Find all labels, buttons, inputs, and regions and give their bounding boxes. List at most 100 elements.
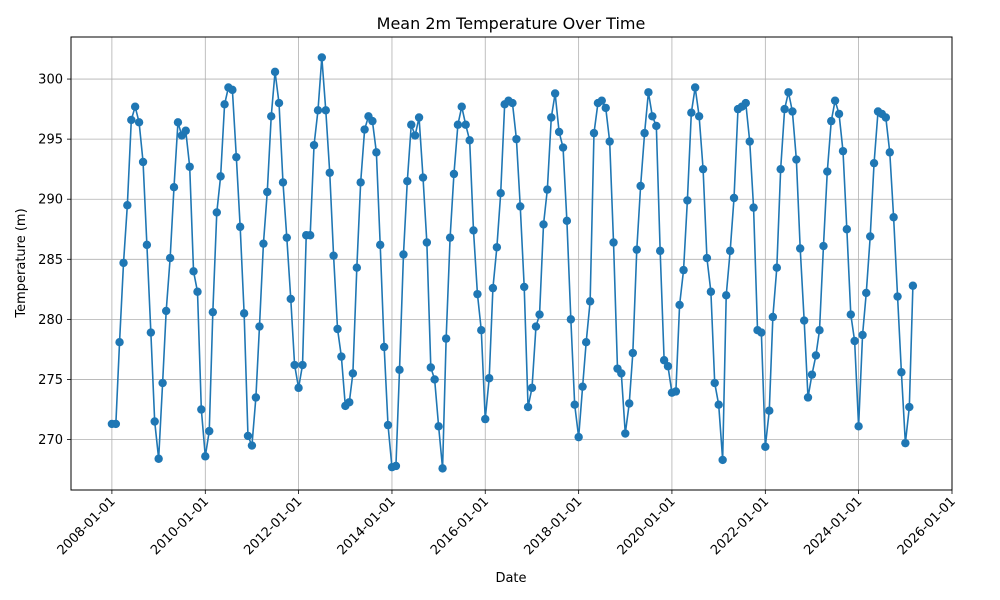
data-point — [694, 112, 704, 121]
data-point — [850, 336, 859, 346]
data-point — [823, 167, 832, 176]
data-point — [189, 267, 198, 276]
data-point — [356, 178, 365, 187]
data-point — [345, 398, 354, 407]
y-tick-label: 285 — [38, 253, 63, 268]
data-point — [648, 112, 657, 121]
y-tick-label: 270 — [38, 433, 63, 448]
data-point — [741, 98, 750, 108]
data-point — [768, 312, 778, 322]
data-point — [675, 300, 684, 310]
data-point — [640, 128, 649, 138]
data-point — [161, 306, 171, 316]
data-point — [512, 134, 521, 144]
data-point — [792, 155, 801, 164]
data-point — [383, 420, 393, 430]
data-point — [539, 220, 548, 229]
chart-title: Mean 2m Temperature Over Time — [377, 14, 646, 33]
series-layer — [107, 53, 918, 473]
data-point — [543, 185, 552, 194]
data-point — [290, 360, 299, 370]
data-point — [706, 287, 716, 296]
data-point — [570, 400, 579, 409]
data-point — [449, 169, 459, 179]
data-point — [784, 88, 793, 97]
data-point — [807, 370, 817, 379]
data-point — [811, 351, 821, 360]
data-point — [905, 402, 914, 412]
data-point — [298, 360, 307, 370]
data-point — [527, 383, 537, 393]
data-point — [605, 137, 614, 146]
data-point — [889, 213, 898, 222]
data-point — [430, 375, 439, 384]
data-point — [862, 288, 871, 298]
data-point — [205, 426, 214, 436]
data-point — [609, 238, 618, 247]
data-point — [815, 325, 824, 335]
data-point — [193, 287, 202, 296]
data-point — [562, 216, 572, 226]
data-point — [317, 53, 327, 62]
data-point — [683, 196, 692, 205]
data-point — [516, 202, 525, 211]
data-point — [780, 104, 789, 114]
data-point — [235, 222, 245, 232]
data-point — [761, 442, 770, 451]
data-point — [581, 338, 591, 347]
data-point — [897, 368, 906, 377]
data-point — [671, 387, 681, 396]
data-point — [325, 168, 334, 177]
data-point — [395, 365, 404, 375]
data-point — [531, 322, 541, 331]
data-point — [216, 172, 225, 181]
data-point — [255, 322, 264, 331]
data-point — [628, 348, 638, 358]
data-point — [313, 106, 323, 115]
data-point — [547, 113, 556, 122]
data-point — [655, 246, 665, 256]
data-point — [228, 85, 237, 95]
data-point — [403, 176, 412, 186]
data-point — [251, 393, 261, 402]
data-point — [247, 441, 257, 450]
data-point — [554, 127, 564, 137]
data-point — [601, 103, 610, 113]
data-point — [819, 241, 828, 251]
data-point — [441, 334, 451, 343]
data-point — [278, 178, 288, 187]
data-point — [410, 131, 420, 140]
data-point — [329, 251, 338, 260]
data-point — [154, 454, 163, 463]
data-point — [597, 96, 606, 105]
data-point — [138, 157, 148, 167]
data-point — [294, 383, 303, 393]
data-point — [481, 414, 490, 424]
data-point — [788, 107, 797, 116]
data-point — [438, 464, 447, 473]
data-point — [243, 431, 253, 441]
data-point — [453, 120, 463, 129]
data-point — [134, 118, 144, 127]
data-point — [158, 378, 167, 388]
data-point — [169, 183, 179, 192]
data-point — [267, 112, 276, 121]
data-point — [333, 324, 342, 334]
data-point — [659, 356, 669, 365]
data-point — [115, 338, 124, 347]
data-point — [477, 325, 486, 335]
data-point — [834, 109, 844, 119]
data-point — [434, 422, 443, 431]
data-point — [729, 193, 739, 203]
data-point — [621, 429, 630, 438]
data-point — [710, 378, 719, 388]
data-point — [165, 253, 175, 263]
data-point — [352, 263, 362, 272]
data-point — [866, 232, 875, 241]
data-point — [838, 146, 848, 156]
plot-frame — [70, 36, 953, 491]
data-point — [625, 399, 634, 408]
data-point — [348, 369, 358, 378]
data-point — [360, 125, 369, 134]
data-point — [368, 116, 377, 126]
